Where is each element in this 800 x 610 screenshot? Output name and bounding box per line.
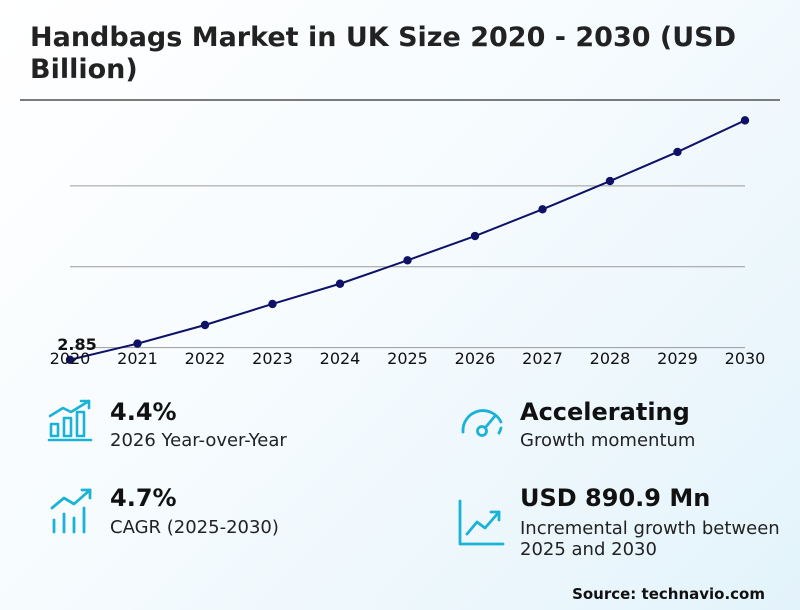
- x-tick-2027: 2027: [522, 349, 563, 368]
- x-tick-2024: 2024: [320, 349, 361, 368]
- x-tick-2029: 2029: [657, 349, 698, 368]
- stat-momentum-value: Accelerating: [520, 398, 690, 426]
- source-credit: Source: technavio.com: [572, 585, 765, 603]
- data-point-2023: [268, 299, 277, 309]
- data-point-2026: [470, 231, 480, 241]
- bar-chart-growth-icon: [47, 399, 93, 442]
- stat-yoy-label: 2026 Year-over-Year: [110, 430, 287, 451]
- chart-title: Handbags Market in UK Size 2020 - 2030 (…: [30, 22, 737, 85]
- speedometer-icon: [461, 409, 503, 437]
- title-divider: [20, 99, 780, 101]
- x-tick-2030: 2030: [725, 349, 766, 368]
- x-tick-2021: 2021: [117, 349, 158, 368]
- line-chart-up-icon: [458, 499, 505, 546]
- data-point-2021: [133, 339, 142, 348]
- stat-yoy-value: 4.4%: [110, 398, 177, 426]
- stat-momentum-label: Growth momentum: [520, 430, 696, 451]
- x-tick-2028: 2028: [590, 349, 631, 368]
- stat-momentum: Accelerating Growth momentum: [457, 398, 777, 458]
- data-point-2030: [740, 116, 750, 125]
- stat-incremental-label: Incremental growth between 2025 and 2030: [520, 518, 780, 560]
- stat-cagr-label: CAGR (2025-2030): [110, 517, 279, 538]
- x-tick-2022: 2022: [185, 349, 226, 368]
- x-tick-2025: 2025: [387, 349, 428, 368]
- data-point-2020: [65, 355, 75, 364]
- data-point-2028: [605, 176, 615, 186]
- stat-incremental-value: USD 890.9 Mn: [520, 484, 711, 512]
- trend-bars-icon: [50, 488, 92, 534]
- data-point-2022: [200, 320, 210, 330]
- data-point-2024: [335, 279, 345, 288]
- stat-yoy: 4.4% 2026 Year-over-Year: [45, 398, 375, 458]
- data-label-2020: 2.85: [57, 335, 96, 354]
- series-line: [69, 119, 746, 361]
- line-chart: 2.85 2020 2021 2022 2023 2024 2025 2026 2027 202…: [50, 116, 766, 368]
- stat-cagr: 4.7% CAGR (2025-2030): [48, 484, 368, 544]
- data-point-2029: [673, 147, 682, 157]
- stat-cagr-value: 4.7%: [110, 484, 177, 512]
- x-tick-2026: 2026: [455, 349, 496, 368]
- stat-incremental: USD 890.9 Mn Incremental growth between …: [457, 484, 787, 564]
- x-tick-2020: 2020: [50, 349, 91, 368]
- x-tick-2023: 2023: [252, 349, 293, 368]
- data-point-2025: [403, 256, 412, 265]
- data-point-2027: [538, 205, 547, 214]
